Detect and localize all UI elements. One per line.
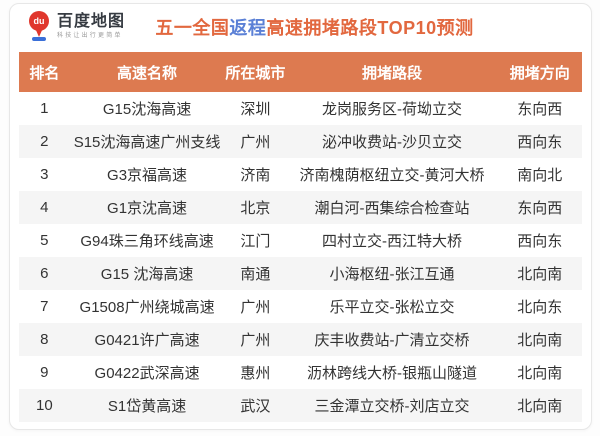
table-cell: 龙岗服务区-荷坳立交	[321, 101, 462, 118]
infographic-card: du 百度地图 科技让出行更简单 五一全国返程高速拥堵路段TOP10预测 排名 高…	[9, 3, 592, 430]
table-cell: 东向西	[517, 101, 563, 118]
table-cell: 北向南	[517, 398, 563, 415]
table-cell: 济南槐荫枢纽立交-黄河大桥	[299, 167, 485, 184]
table-cell: 乐平立交-张松立交	[329, 299, 455, 316]
table-cell: 西向东	[517, 134, 563, 151]
table-row: 3 G3京福高速 济南 济南槐荫枢纽立交-黄河大桥 南向北	[19, 158, 582, 191]
table-cell: 西向东	[517, 233, 563, 250]
table-cell: G15沈海高速	[102, 101, 192, 118]
table-cell: G1508广州绕城高速	[79, 299, 215, 316]
table-cell: 北向东	[517, 299, 563, 316]
table-cell: S1岱黄高速	[107, 398, 187, 415]
table-cell: G3京福高速	[107, 167, 188, 184]
table-cell: 沥林跨线大桥-银瓶山隧道	[306, 365, 477, 382]
column-header: 高速名称	[117, 64, 178, 82]
table-cell: 南通	[240, 266, 271, 283]
baidu-maps-logo: du 百度地图 科技让出行更简单	[27, 10, 125, 44]
table-row: 1 G15沈海高速 深圳 龙岗服务区-荷坳立交 东向西	[19, 92, 582, 125]
table-cell: 4	[40, 199, 49, 216]
page-title: 五一全国返程高速拥堵路段TOP10预测	[155, 14, 473, 40]
table-cell: 广州	[240, 332, 271, 349]
table-cell: 三金潭立交桥-刘店立交	[314, 398, 470, 415]
table-row: 10 S1岱黄高速 武汉 三金潭立交桥-刘店立交 北向南	[19, 389, 582, 422]
top-bar: du 百度地图 科技让出行更简单 五一全国返程高速拥堵路段TOP10预测	[10, 4, 591, 49]
table-cell: 3	[40, 166, 49, 183]
table-cell: 7	[40, 298, 49, 315]
table-cell: 广州	[240, 299, 271, 316]
table-row: 2 S15沈海高速广州支线 广州 泌冲收费站-沙贝立交 西向东	[19, 125, 582, 158]
table-cell: S15沈海高速广州支线	[73, 134, 221, 151]
map-pin-tail	[35, 27, 43, 37]
table-row: 8 G0421许广高速 广州 庆丰收费站-广清立交桥 北向南	[19, 323, 582, 356]
column-header: 拥堵路段	[361, 64, 422, 82]
brand-tagline: 科技让出行更简单	[57, 33, 123, 39]
brand-name: 百度地图	[57, 13, 126, 31]
table-cell: 北向南	[517, 266, 563, 283]
table-cell: 9	[40, 364, 49, 381]
table-cell: G0422武深高速	[94, 365, 200, 382]
table-row: 4 G1京沈高速 北京 潮白河-西集综合检查站 东向西	[19, 191, 582, 224]
table-cell: 北京	[240, 200, 271, 217]
table-cell: 潮白河-西集综合检查站	[314, 200, 470, 217]
table-cell: 北向南	[517, 365, 563, 382]
table-cell: 10	[35, 397, 53, 414]
table-cell: 深圳	[240, 101, 271, 118]
map-pin-bulb: du	[29, 10, 49, 31]
map-pin-base	[32, 36, 46, 41]
column-header: 排名	[29, 64, 60, 82]
table-cell: 8	[40, 331, 49, 348]
table-cell: 济南	[240, 167, 271, 184]
table-cell: G94珠三角环线高速	[80, 233, 214, 250]
table-cell: G1京沈高速	[107, 200, 188, 217]
title-part-2: 返程	[229, 17, 267, 38]
map-pin-icon: du	[27, 10, 51, 44]
table-row: 5 G94珠三角环线高速 江门 四村立交-西江特大桥 西向东	[19, 224, 582, 257]
table-cell: G0421许广高速	[94, 332, 200, 349]
table-cell: 6	[40, 265, 49, 282]
title-part-3: 高速拥堵路段TOP10预测	[266, 17, 474, 38]
column-header: 所在城市	[225, 64, 286, 82]
logo-du-text: du	[33, 15, 45, 26]
table-cell: 惠州	[240, 365, 271, 382]
table-cell: 武汉	[240, 398, 271, 415]
table-body: 1 G15沈海高速 深圳 龙岗服务区-荷坳立交 东向西 2 S15沈海高速广州支线 广州 泌冲收…	[19, 92, 582, 422]
table-cell: 江门	[240, 233, 271, 250]
table-cell: 2	[40, 133, 49, 150]
column-header: 拥堵方向	[509, 64, 570, 82]
top10-table: 排名 高速名称 所在城市 拥堵路段 拥堵方向 1 G15沈海高速 深圳 龙岗服务区-荷坳立交东…	[10, 49, 591, 422]
table-cell: 5	[40, 232, 49, 249]
table-row: 7 G1508广州绕城高速 广州 乐平立交-张松立交 北向东	[19, 290, 582, 323]
table-cell: 泌冲收费站-沙贝立交	[321, 134, 462, 151]
table-cell: 庆丰收费站-广清立交桥	[314, 332, 470, 349]
table-row: 6 G15 沈海高速 南通 小海枢纽-张江互通 北向南	[19, 257, 582, 290]
table-cell: 四村立交-西江特大桥	[321, 233, 462, 250]
table-cell: 东向西	[517, 200, 563, 217]
table-cell: 小海枢纽-张江互通	[329, 266, 455, 283]
table-row: 9 G0422武深高速 惠州 沥林跨线大桥-银瓶山隧道 北向南	[19, 356, 582, 389]
table-cell: 南向北	[517, 167, 563, 184]
table-cell: 北向南	[517, 332, 563, 349]
brand-text-block: 百度地图 科技让出行更简单	[57, 13, 125, 39]
table-cell: G15 沈海高速	[100, 266, 194, 283]
title-part-1: 五一全国	[155, 17, 230, 38]
table-cell: 广州	[240, 134, 271, 151]
table-cell: 1	[40, 100, 49, 117]
table-header-row: 排名 高速名称 所在城市 拥堵路段 拥堵方向	[19, 52, 582, 92]
